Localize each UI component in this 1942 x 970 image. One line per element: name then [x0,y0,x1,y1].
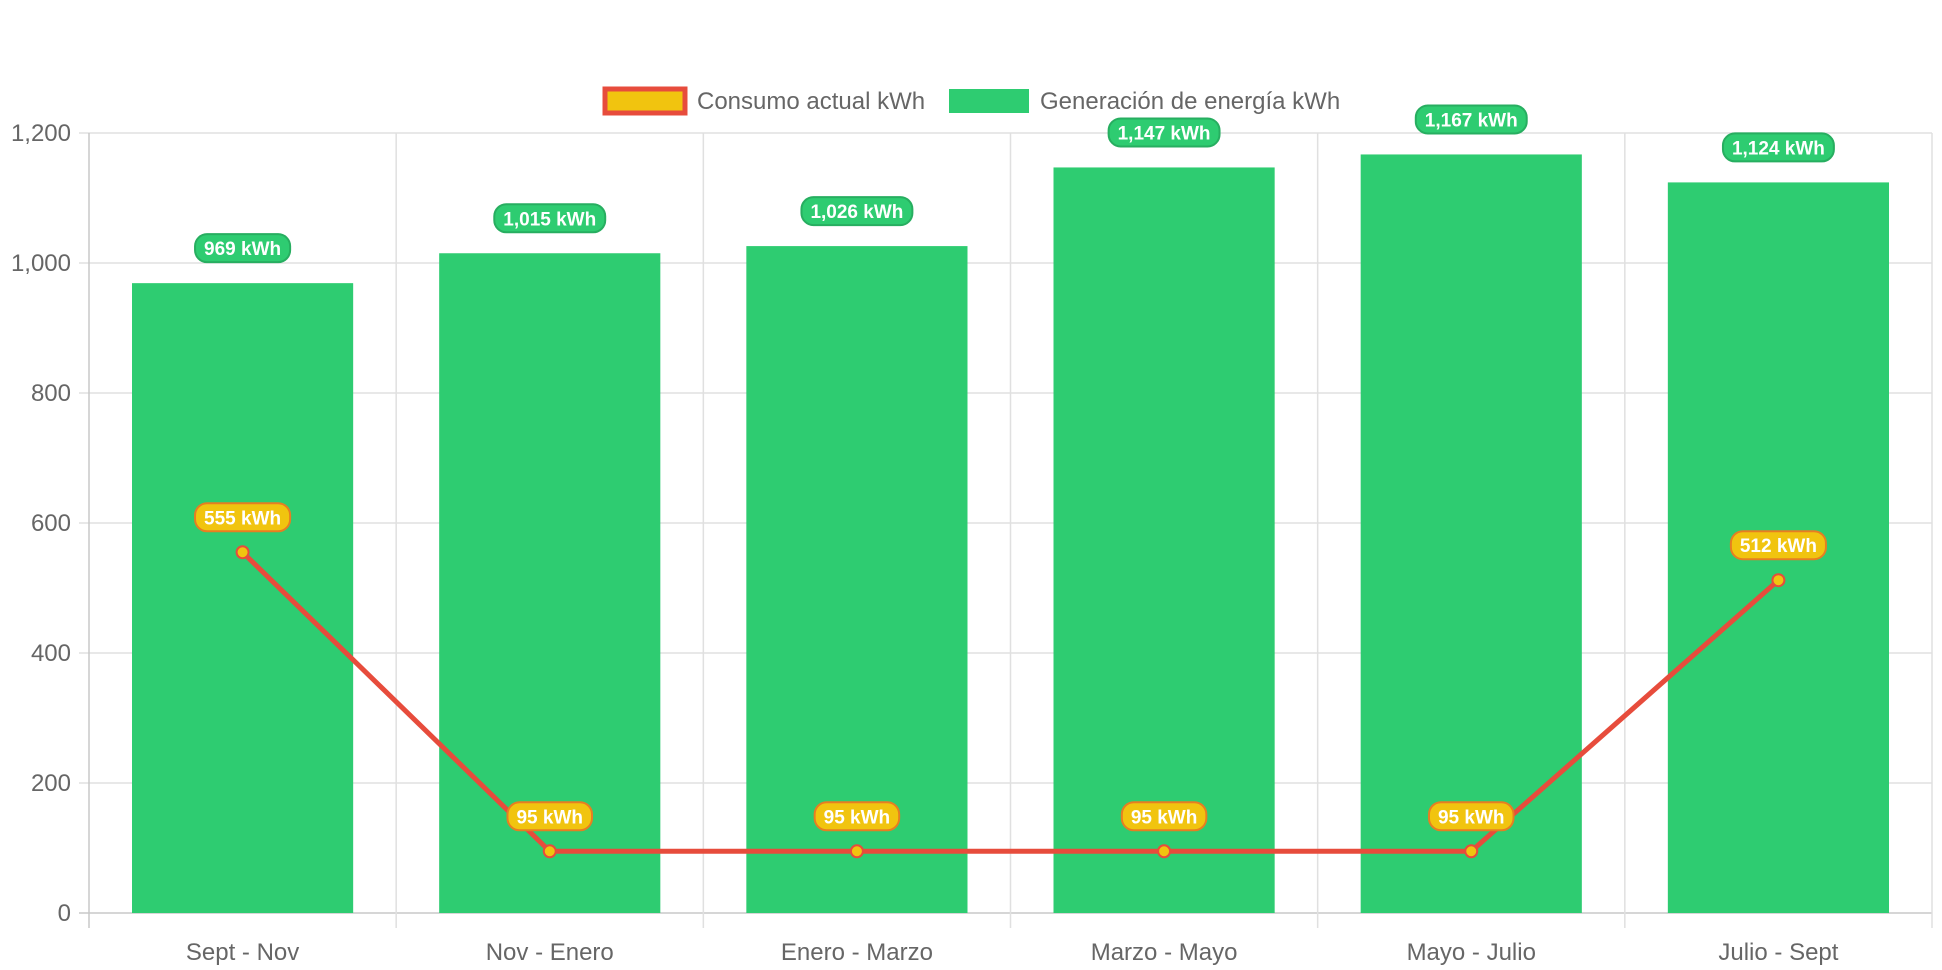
data-label-consumo-bg [506,801,594,832]
data-label-generacion-bg [1414,104,1528,135]
y-tick-label: 200 [31,770,71,797]
data-label-generacion: 1,167 kWh [1414,104,1528,135]
data-label-generacion: 1,124 kWh [1721,132,1835,163]
data-label-generacion-bg [194,233,292,264]
data-label-generacion-bg [1107,117,1221,148]
data-label-consumo-bg [1120,801,1208,832]
data-label-consumo-bg [1427,801,1515,832]
point-consumo[interactable] [849,844,864,859]
line-series [235,545,1786,859]
y-tick-label: 600 [31,510,71,537]
data-label-consumo-text: 95 kWh [516,807,583,828]
point-consumo[interactable] [1771,573,1786,588]
data-label-generacion-text: 1,015 kWh [503,209,596,230]
data-label-consumo: 555 kWh [194,502,292,533]
data-label-generacion: 969 kWh [194,233,292,264]
data-label-consumo: 512 kWh [1729,530,1827,561]
data-label-consumo-bg [194,502,292,533]
axes: 0 200 400 600 800 1,000 1,200 Sept - Nov Nov - E… [11,120,1839,966]
data-label-consumo: 95 kWh [1427,801,1515,832]
y-tick-label: 400 [31,640,71,667]
y-tick-label: 1,200 [11,120,71,147]
x-tick-label: Enero - Marzo [781,939,933,966]
x-tick-label: Marzo - Mayo [1091,939,1238,966]
data-label-consumo: 95 kWh [1120,801,1208,832]
data-label-generacion-text: 1,124 kWh [1732,138,1825,159]
data-label-consumo-bg [1729,530,1827,561]
x-tick-label: Sept - Nov [186,939,299,966]
data-label-generacion: 1,026 kWh [800,196,914,227]
y-tick-label: 1,000 [11,250,71,277]
data-label-generacion: 1,015 kWh [493,203,607,234]
x-tick-label: Nov - Enero [486,939,614,966]
point-consumo[interactable] [1464,844,1479,859]
legend-label-generacion[interactable]: Generación de energía kWh [1040,88,1340,115]
legend-swatch-consumo[interactable] [602,86,688,116]
y-tick-label: 800 [31,380,71,407]
data-label-generacion: 1,147 kWh [1107,117,1221,148]
legend-label-consumo[interactable]: Consumo actual kWh [697,88,925,115]
point-consumo[interactable] [542,844,557,859]
bar-generacion[interactable] [1360,154,1582,913]
data-label-consumo-text: 512 kWh [1740,536,1817,557]
bar-generacion[interactable] [1053,167,1275,913]
data-label-generacion-bg [493,203,607,234]
data-label-generacion-text: 1,026 kWh [810,202,903,223]
data-label-generacion-text: 1,147 kWh [1118,123,1211,144]
data-label-generacion-text: 969 kWh [204,239,281,260]
x-tick-label: Julio - Sept [1718,939,1838,966]
data-label-consumo-text: 95 kWh [824,807,891,828]
y-tick-label: 0 [58,900,71,927]
data-label-consumo-text: 95 kWh [1131,807,1198,828]
data-label-consumo-text: 95 kWh [1438,807,1505,828]
point-consumo[interactable] [1157,844,1172,859]
line-consumo [240,550,1781,854]
data-label-consumo: 95 kWh [506,801,594,832]
data-label-consumo-text: 555 kWh [204,508,281,529]
data-label-generacion-text: 1,167 kWh [1425,110,1518,131]
legend[interactable]: Consumo actual kWh Generación de energía… [602,86,1340,116]
bar-generacion[interactable] [132,283,354,913]
data-label-generacion-bg [1721,132,1835,163]
data-label-generacion-bg [800,196,914,227]
x-tick-label: Mayo - Julio [1407,939,1536,966]
grid [79,132,1933,928]
data-label-consumo: 95 kWh [813,801,901,832]
legend-swatch-generacion[interactable] [949,89,1029,113]
data-labels: 969 kWh 1,015 kWh 1,026 kWh 1,147 kWh 1,167 … [194,104,1835,832]
point-consumo[interactable] [235,545,250,560]
data-label-consumo-bg [813,801,901,832]
